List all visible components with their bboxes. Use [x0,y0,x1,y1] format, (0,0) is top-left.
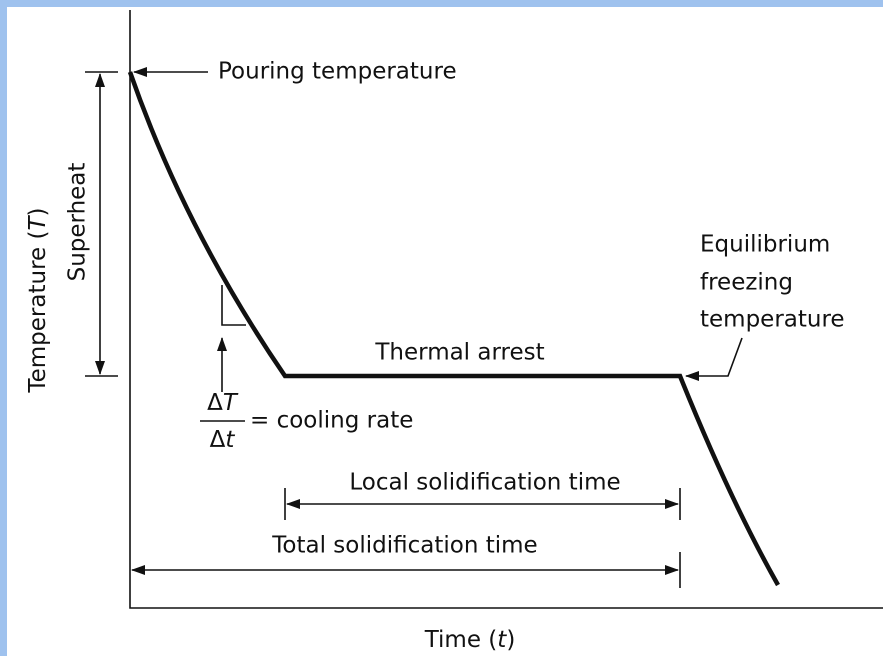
y-label-part: ) [25,207,51,216]
frac-part: Δ [207,390,223,416]
x-label-part: t [497,627,507,653]
superheat-label: Superheat [65,163,91,282]
x-axis-label: Time (t) [424,627,516,653]
local-label: Local solidification time [349,470,620,496]
y-axis-label: Temperature (T) [25,207,51,393]
fraction-denominator: Δt [210,427,236,453]
axes [129,10,883,609]
x-label-part: Time ( [424,627,498,653]
pouring-label: Pouring temperature [218,59,457,85]
frac-part: t [225,427,235,453]
y-label-part: Temperature ( [25,231,51,394]
frac-part: T [223,390,239,416]
total-label: Total solidification time [271,533,537,559]
frac-part: Δ [210,427,226,453]
cooling-rate-label: = cooling rate [250,408,413,434]
y-label-part: T [25,215,51,231]
equilibrium-arrow [685,337,743,381]
fraction-numerator: ΔT [207,390,239,416]
slope-triangle [221,285,246,326]
equilibrium-label: Equilibrium [700,232,830,258]
x-label-part: ) [506,627,515,653]
canvas [7,7,883,656]
equilibrium-label: freezing [700,270,793,296]
local-ticks [284,488,681,520]
equilibrium-label: temperature [700,307,845,333]
superheat-ticks [85,71,118,377]
thermal-arrest-label: Thermal arrest [374,340,544,366]
cooling-curve [127,71,780,587]
